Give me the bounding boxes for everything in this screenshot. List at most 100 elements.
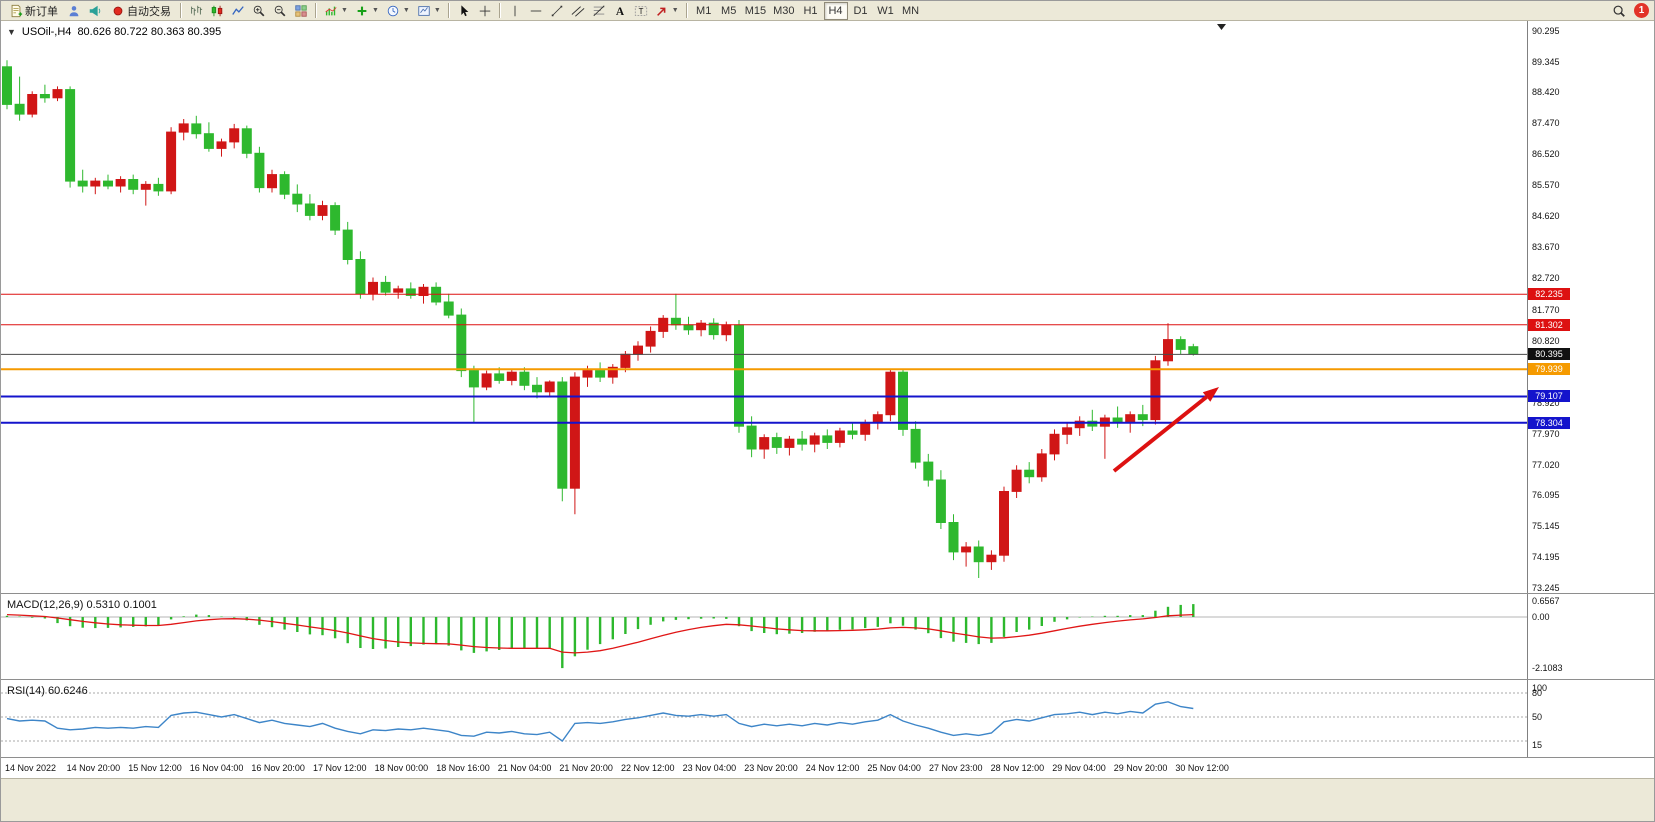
add-object-button[interactable]: ▼ <box>352 2 382 20</box>
search-button[interactable] <box>1609 2 1629 20</box>
panel-separator[interactable] <box>1 593 1654 594</box>
price-axis-label: 74.195 <box>1532 551 1560 562</box>
rsi-value: 60.6246 <box>47 685 88 697</box>
new-order-button[interactable]: 新订单 <box>4 2 63 20</box>
time-axis-label: 25 Nov 04:00 <box>867 763 921 773</box>
cursor-button[interactable] <box>454 2 474 20</box>
price-chart[interactable] <box>1 21 1527 593</box>
alerts-button[interactable] <box>85 2 105 20</box>
vertical-line-button[interactable] <box>505 2 525 20</box>
macd-chart[interactable] <box>1 597 1527 679</box>
timeframe-w1-button[interactable]: W1 <box>874 2 898 20</box>
candlestick-chart-icon <box>211 5 223 16</box>
vertical-line-icon <box>514 5 516 16</box>
price-axis-label: 87.470 <box>1532 118 1560 129</box>
timeframe-m5-button[interactable]: M5 <box>717 2 741 20</box>
templates-button[interactable]: ▼ <box>414 2 444 20</box>
notification-badge[interactable]: 1 <box>1634 3 1649 18</box>
dropdown-caret: ▼ <box>671 7 679 14</box>
macd-axis-label: 0.6567 <box>1532 596 1560 607</box>
window-bottom-strip <box>1 778 1654 821</box>
time-axis-label: 15 Nov 12:00 <box>128 763 182 773</box>
tile-windows-button[interactable] <box>291 2 311 20</box>
panel-separator[interactable] <box>1 679 1654 680</box>
rsi-axis-label: 50 <box>1532 712 1543 722</box>
line-chart-button[interactable] <box>228 2 248 20</box>
timeframe-h1-button[interactable]: H1 <box>799 2 823 20</box>
arrows-button[interactable]: ▼ <box>652 2 682 20</box>
timeframe-mn-button[interactable]: MN <box>899 2 923 20</box>
accounts-button[interactable] <box>64 2 84 20</box>
rsi-chart[interactable] <box>1 683 1527 757</box>
bar-chart-icon <box>191 5 203 15</box>
timeframe-m15-button[interactable]: M15 <box>742 2 769 20</box>
arrow-object-icon <box>656 7 666 16</box>
symbol-ohlc: 80.626 80.722 80.363 80.395 <box>77 26 222 38</box>
timeframe-h4-button[interactable]: H4 <box>823 1 848 20</box>
price-axis-label: 78.920 <box>1532 397 1560 408</box>
price-axis-label: 90.295 <box>1532 26 1560 36</box>
autotrade-button[interactable]: 自动交易 <box>106 2 176 20</box>
toolbar-separator <box>498 3 501 18</box>
horizontal-line-button[interactable] <box>526 2 546 20</box>
new-order-label: 新订单 <box>25 5 58 18</box>
zoom-in-button[interactable] <box>249 2 269 20</box>
one-click-trading-arrow[interactable]: ▼ <box>7 27 16 37</box>
time-axis-label: 16 Nov 20:00 <box>251 763 305 773</box>
timeframe-m1-button[interactable]: M1 <box>692 2 716 20</box>
trendline-button[interactable] <box>547 2 567 20</box>
timeframe-m30-button[interactable]: M30 <box>770 2 797 20</box>
time-axis-label: 14 Nov 2022 <box>5 763 57 773</box>
crosshair-icon <box>479 5 490 16</box>
macd-title: MACD(12,26,9) <box>7 599 84 611</box>
template-icon <box>418 5 430 16</box>
zoom-in-icon <box>253 5 265 16</box>
price-axis-label: 75.145 <box>1532 520 1560 531</box>
time-axis-label: 17 Nov 12:00 <box>313 763 367 773</box>
period-button[interactable]: ▼ <box>383 2 413 20</box>
dropdown-caret: ▼ <box>402 7 410 14</box>
time-axis-label: 21 Nov 04:00 <box>497 763 552 773</box>
axis-separator <box>1 757 1654 758</box>
rsi-title: RSI(14) <box>7 685 45 697</box>
toolbar-separator <box>685 3 688 18</box>
text-button[interactable]: A <box>610 2 630 20</box>
zoom-out-button[interactable] <box>270 2 290 20</box>
indicators-icon <box>325 6 337 15</box>
fibonacci-icon <box>593 4 605 16</box>
price-level-badge: 82.235 <box>1528 288 1570 301</box>
bar-chart-button[interactable] <box>186 2 206 20</box>
toolbar-separator <box>447 3 450 18</box>
rsi-axis-label: 100 <box>1532 683 1548 693</box>
macd-main-value: 0.5310 <box>86 599 121 611</box>
time-axis-label: 29 Nov 04:00 <box>1052 763 1106 773</box>
price-axis-label: 84.620 <box>1532 211 1560 222</box>
cursor-icon <box>461 4 469 16</box>
time-axis-label: 22 Nov 12:00 <box>621 763 675 773</box>
dropdown-caret: ▼ <box>433 7 441 14</box>
svg-text:A: A <box>616 5 625 17</box>
candlestick-chart-button[interactable] <box>207 2 227 20</box>
symbol-info-line: ▼ USOil-,H4 80.626 80.722 80.363 80.395 <box>7 26 221 38</box>
indicators-button[interactable]: ▼ <box>321 2 351 20</box>
macd-panel-label: MACD(12,26,9) 0.5310 0.1001 <box>7 599 157 611</box>
time-axis-label: 27 Nov 23:00 <box>929 763 983 773</box>
fibonacci-button[interactable] <box>589 2 609 20</box>
price-axis-label: 80.820 <box>1532 335 1560 346</box>
time-axis-label: 18 Nov 00:00 <box>374 763 429 773</box>
timeframe-d1-button[interactable]: D1 <box>849 2 873 20</box>
toolbar-separator <box>315 3 317 18</box>
price-scale-column[interactable] <box>1527 21 1654 758</box>
channel-button[interactable] <box>568 2 588 20</box>
dropdown-caret: ▼ <box>371 7 379 14</box>
rsi-axis-label: 80 <box>1532 688 1543 698</box>
time-axis-label: 23 Nov 20:00 <box>744 763 798 773</box>
price-axis-label: 83.670 <box>1532 242 1560 253</box>
text-label-button[interactable]: T <box>631 2 651 20</box>
toolbar-separator <box>180 3 182 18</box>
time-axis-label: 18 Nov 16:00 <box>436 763 490 773</box>
toolbar: 新订单 自动交易 <box>1 1 1654 21</box>
megaphone-icon <box>89 5 101 16</box>
crosshair-button[interactable] <box>475 2 495 20</box>
line-chart-icon <box>232 5 244 15</box>
